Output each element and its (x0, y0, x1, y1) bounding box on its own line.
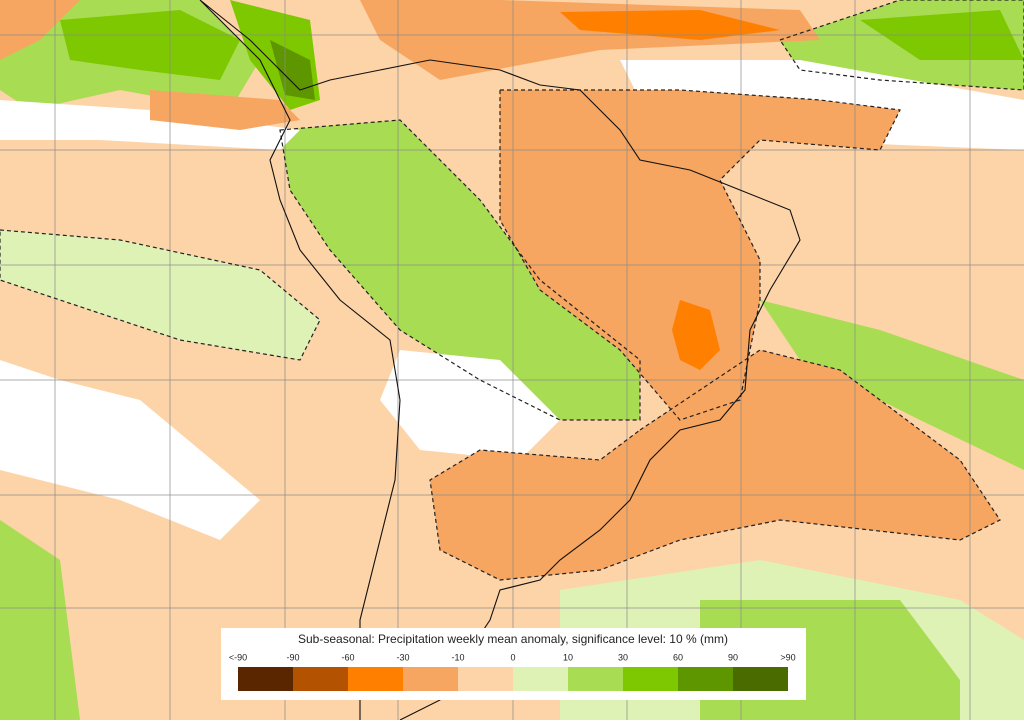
legend-title: Sub-seasonal: Precipitation weekly mean … (298, 632, 728, 646)
coastline (199, 0, 801, 721)
significance-contours (0, 0, 1024, 581)
legend-swatch (348, 667, 403, 691)
legend-swatch (678, 667, 733, 691)
legend-swatch (568, 667, 623, 691)
legend-label: 0 (510, 652, 515, 662)
legend: <-90 -90 -60 -30 -10 0 10 30 60 90 >90 (229, 652, 796, 691)
legend-swatch (513, 667, 568, 691)
legend-label: <-90 (229, 652, 247, 662)
legend-label: -30 (396, 652, 409, 662)
legend-label: -90 (286, 652, 299, 662)
legend-label: >90 (780, 652, 795, 662)
legend-swatch (733, 667, 788, 691)
legend-swatch (458, 667, 513, 691)
legend-swatch (403, 667, 458, 691)
legend-label: 90 (728, 652, 738, 662)
legend-swatch (238, 667, 293, 691)
legend-label: 60 (673, 652, 683, 662)
legend-label: 10 (563, 652, 573, 662)
legend-swatch (623, 667, 678, 691)
legend-swatch (293, 667, 348, 691)
legend-label: -10 (451, 652, 464, 662)
legend-label: 30 (618, 652, 628, 662)
legend-label: -60 (341, 652, 354, 662)
